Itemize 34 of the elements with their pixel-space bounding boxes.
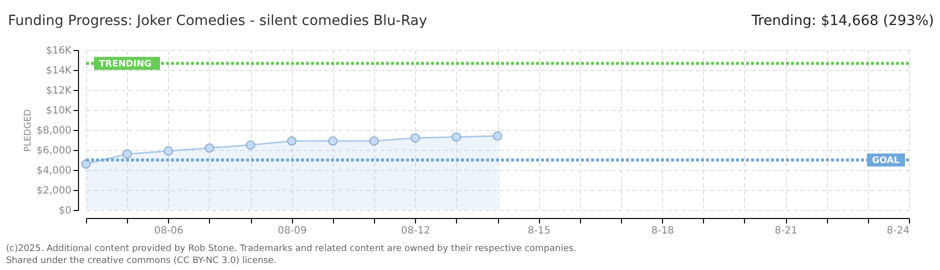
y-tick-label: $4,000: [36, 166, 72, 176]
ref-line-label: TRENDING: [99, 59, 152, 70]
point: [246, 140, 256, 150]
point: [369, 136, 379, 146]
text: Shared under the creative commons (CC BY-NC 3.0) license.: [6, 256, 277, 266]
y-tick-label: $16K: [46, 46, 72, 56]
x-tick-label: 8-18: [651, 226, 674, 236]
x-tick-label: 8-21: [774, 226, 798, 236]
point: [410, 133, 420, 143]
y-tick-label: $14K: [46, 66, 72, 76]
y-tick-label: $0: [58, 206, 72, 216]
point: [122, 149, 132, 159]
y-tick-label: $6,000: [36, 146, 72, 156]
point: [287, 136, 296, 146]
ref-line-label: GOAL: [872, 156, 900, 166]
point: [204, 143, 214, 153]
point: [81, 159, 91, 169]
text: Trending: $14,668 (293%): [750, 13, 934, 29]
y-axis-title: PLEDGED: [24, 109, 34, 152]
x-tick-label: 08-09: [278, 226, 307, 236]
chart-title: Funding Progress: Joker Comedies - silent comedies Blu-Ray: [8, 13, 428, 29]
y-tick-label: $8,000: [36, 126, 72, 136]
point: [328, 136, 338, 146]
point: [492, 131, 502, 141]
point: [164, 146, 173, 156]
x-tick-label: 08-12: [401, 226, 430, 236]
x-tick-label: 08-06: [154, 226, 184, 236]
text: (c)2025. Additional content provided by Rob Stone. Trademarks and related content are owned by their respective companies.: [6, 244, 576, 254]
y-tick-label: $12K: [46, 86, 72, 96]
x-tick-label: 8-15: [528, 226, 550, 236]
y-tick-label: $2,000: [36, 186, 72, 196]
y-tick-label: $10K: [46, 106, 72, 116]
point: [452, 132, 462, 142]
x-tick-label: 8-24: [886, 226, 910, 236]
